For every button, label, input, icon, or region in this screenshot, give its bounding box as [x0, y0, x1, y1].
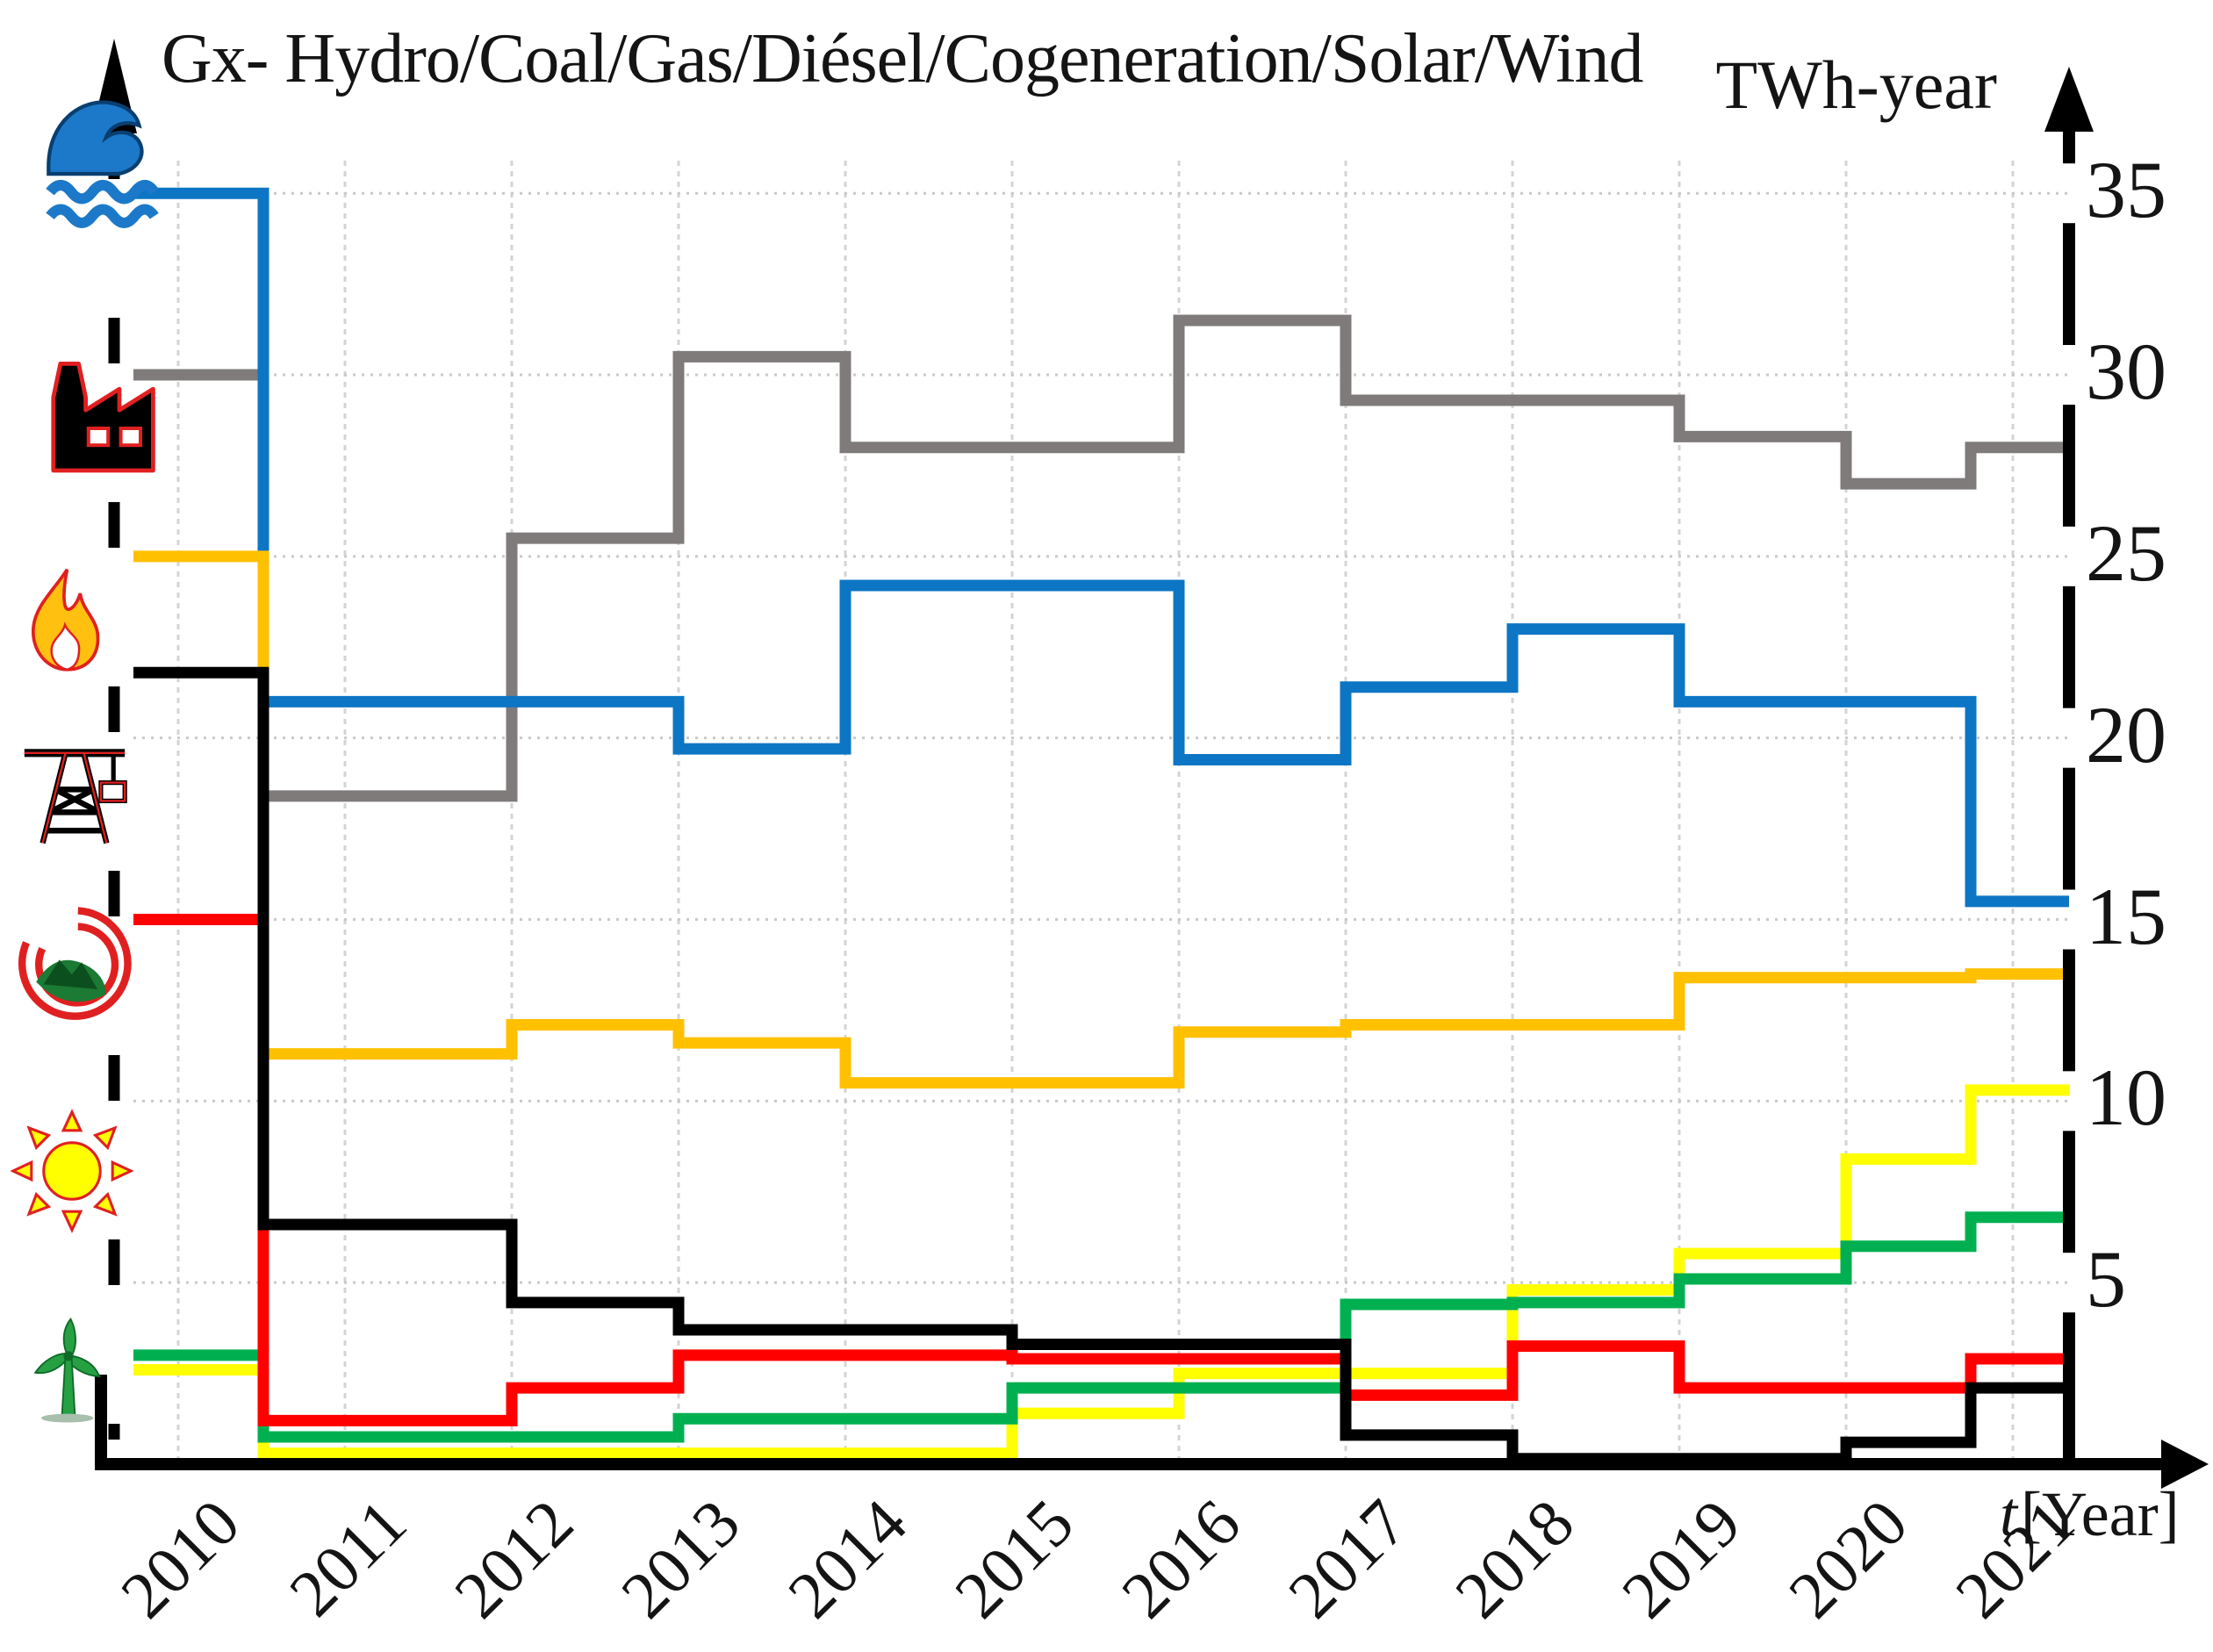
y-tick-label-15: 15: [2086, 871, 2166, 961]
wind-turbine-icon: [33, 1318, 101, 1423]
axes: [91, 39, 2209, 1489]
data-series: [133, 187, 2069, 1465]
series-line-coal: [133, 314, 2069, 802]
series-line-diésel: [133, 666, 2069, 1465]
y-tick-label-10: 10: [2086, 1052, 2166, 1143]
y-tick-label-25: 25: [2086, 507, 2166, 598]
series-line-cogeneration: [133, 914, 2069, 1426]
factory-icon: [51, 362, 155, 473]
series-line-solar: [133, 1084, 2069, 1460]
y-tick-label-30: 30: [2086, 327, 2166, 417]
x-axis-variable: t: [2000, 1479, 2018, 1549]
series-line-hydro: [133, 187, 2069, 908]
y-axis-unit-label: TWh-year: [1715, 47, 1997, 123]
cogeneration-icon: [18, 907, 132, 1020]
y-tick-label-20: 20: [2086, 689, 2166, 779]
derrick-icon: [24, 749, 127, 844]
sun-icon: [11, 1109, 133, 1233]
wave-icon: [46, 100, 159, 228]
y-tick-label-35: 35: [2086, 145, 2166, 235]
flame-icon: [32, 568, 100, 672]
chart-title: Gx- Hydro/Coal/Gas/Diésel/Cogeneration/S…: [162, 20, 1643, 97]
series-line-gas: [133, 550, 2069, 1089]
x-axis-unit: [Year]: [2021, 1479, 2180, 1549]
y-tick-label-5: 5: [2086, 1234, 2126, 1325]
gridlines: [133, 161, 2069, 1464]
x-axis-unit-label: t[Year]: [2000, 1478, 2180, 1551]
